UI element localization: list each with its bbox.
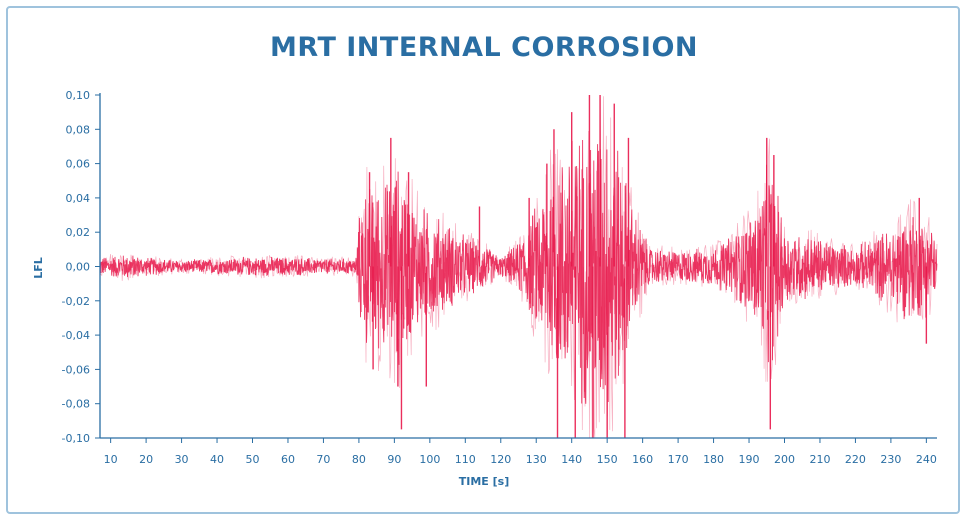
y-tick-label: -0,04 [62, 329, 90, 342]
x-tick-label: 80 [352, 453, 366, 466]
x-tick-label: 190 [739, 453, 760, 466]
x-tick-label: 60 [281, 453, 295, 466]
y-tick-label: 0,02 [66, 226, 91, 239]
x-axis-label: TIME [s] [459, 475, 510, 488]
x-tick-label: 30 [175, 453, 189, 466]
x-tick-label: 140 [561, 453, 582, 466]
x-tick-label: 100 [419, 453, 440, 466]
x-tick-label: 40 [210, 453, 224, 466]
x-tick-label: 50 [246, 453, 260, 466]
x-tick-label: 170 [668, 453, 689, 466]
axes: 0,10 0,08 0,06 0,04 0,02 0,00 -0,02 -0,04 -0,06 -… [62, 89, 937, 466]
y-tick-label: -0,02 [62, 295, 90, 308]
y-tick-label: -0,10 [62, 432, 90, 445]
x-tick-label: 130 [526, 453, 547, 466]
x-tick-label: 90 [387, 453, 401, 466]
x-tick-label: 150 [597, 453, 618, 466]
y-tick-label: -0,06 [62, 363, 90, 376]
x-tick-label: 200 [774, 453, 795, 466]
x-tick-label: 180 [703, 453, 724, 466]
signal-trace-light [99, 96, 938, 439]
x-tick-label: 240 [916, 453, 937, 466]
y-tick-label: 0,08 [66, 123, 91, 136]
y-tick-label: 0,06 [66, 158, 91, 171]
y-tick-label: 0,10 [66, 89, 91, 102]
x-tick-label: 10 [104, 453, 118, 466]
x-tick-label: 230 [880, 453, 901, 466]
signal-series [99, 95, 938, 439]
y-tick-label: -0,08 [62, 398, 90, 411]
x-tick-label: 120 [490, 453, 511, 466]
x-tick-label: 70 [316, 453, 330, 466]
x-tick-label: 160 [632, 453, 653, 466]
signal-trace [99, 139, 938, 404]
y-tick-label: 0,00 [66, 261, 91, 274]
y-axis-label: LFL [32, 257, 45, 279]
x-tick-label: 110 [455, 453, 476, 466]
x-tick-label: 220 [845, 453, 866, 466]
x-tick-label: 210 [809, 453, 830, 466]
y-tick-label: 0,04 [66, 192, 91, 205]
chart-title: MRT INTERNAL CORROSION [270, 32, 698, 63]
x-tick-label: 20 [139, 453, 153, 466]
